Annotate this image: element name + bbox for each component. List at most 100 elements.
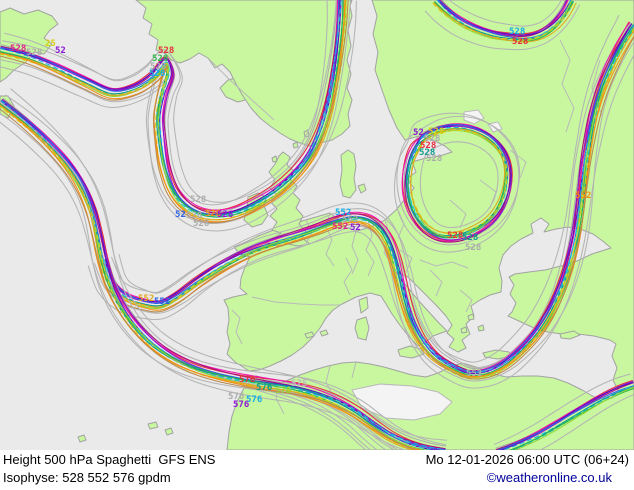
ensemble-member-contour bbox=[0, 100, 444, 450]
land-polygon bbox=[339, 149, 357, 199]
contour-label: 528 bbox=[150, 62, 166, 72]
country-border bbox=[209, 59, 275, 121]
ensemble-outlier-contour bbox=[0, 121, 407, 450]
ensemble-outlier-contour bbox=[5, 94, 447, 446]
ensemble-outlier-contour bbox=[94, 53, 634, 389]
contour-label: 528 bbox=[419, 148, 435, 158]
country-border bbox=[419, 259, 469, 269]
ensemble-outlier-contour bbox=[493, 373, 631, 445]
country-border bbox=[251, 296, 340, 306]
land-polygon bbox=[164, 427, 174, 436]
ensemble-outlier-contour bbox=[4, 0, 328, 203]
footer: Height 500 hPa Spaghetti GFS ENS Mo 12-0… bbox=[0, 450, 634, 490]
ensemble-outlier-contour bbox=[539, 393, 634, 450]
contour-label: 528 bbox=[217, 210, 233, 220]
ensemble-member-contour bbox=[0, 104, 423, 450]
contour-label: 552 bbox=[342, 215, 358, 225]
contour-label: 528 bbox=[205, 209, 221, 219]
country-border bbox=[231, 309, 243, 345]
ensemble-member-contour bbox=[500, 381, 634, 450]
contour-label: 528 bbox=[190, 195, 206, 205]
ensemble-outlier-contour bbox=[0, 0, 352, 232]
land-polygon bbox=[357, 183, 367, 194]
contour-label: 552 bbox=[466, 369, 482, 379]
land-polygon bbox=[0, 7, 59, 83]
contour-label: 576 bbox=[233, 400, 249, 410]
ensemble-member-contour bbox=[405, 128, 508, 237]
ensemble-member-contour bbox=[0, 0, 347, 221]
contour-label: 528 bbox=[186, 211, 202, 221]
land-polygon bbox=[292, 141, 299, 149]
ensemble-member-contour bbox=[496, 385, 634, 450]
ensemble-member-contour bbox=[401, 123, 512, 242]
ensemble-member-contour bbox=[100, 35, 634, 378]
land-polygon bbox=[477, 324, 485, 332]
contour-label: 528 bbox=[193, 219, 209, 229]
ensemble-member-contour bbox=[97, 35, 634, 380]
land-polygon bbox=[271, 155, 278, 163]
border-layer bbox=[209, 39, 603, 415]
country-border bbox=[459, 289, 473, 313]
land-polygon bbox=[304, 331, 315, 339]
contour-label: 576 bbox=[246, 395, 262, 405]
contour-label: 528 bbox=[10, 44, 26, 54]
land-polygon bbox=[467, 313, 475, 321]
contour-label: 576 bbox=[275, 386, 291, 396]
contour-label: 52 bbox=[175, 210, 186, 220]
spaghetti-layer bbox=[0, 0, 634, 450]
land-polygon bbox=[559, 330, 581, 340]
ensemble-member-contour bbox=[410, 128, 506, 234]
ensemble-outlier-contour bbox=[2, 0, 337, 206]
ensemble-outlier-contour bbox=[419, 141, 499, 229]
land-polygon bbox=[354, 316, 370, 341]
contour-label: 528 bbox=[462, 233, 478, 243]
map-area: 528 528 25 52 528 528 528 528 528 52 528 528 528 528 5… bbox=[0, 0, 634, 450]
ensemble-member-contour bbox=[0, 104, 424, 450]
contour-label: 528 bbox=[512, 37, 528, 47]
contour-label: 528 bbox=[158, 46, 174, 56]
contour-label: 52 bbox=[350, 223, 361, 233]
contour-label: 552 bbox=[154, 297, 170, 307]
land-polygon bbox=[319, 329, 329, 337]
contour-label: 52 bbox=[55, 46, 66, 56]
ensemble-outlier-contour bbox=[448, 0, 563, 27]
contour-label: 528 bbox=[428, 127, 444, 137]
contour-label: 528 bbox=[447, 231, 463, 241]
contour-label: 528 bbox=[149, 69, 165, 79]
ensemble-member-contour bbox=[0, 108, 419, 450]
contour-label: 528 bbox=[152, 54, 168, 64]
contour-label: 528 bbox=[465, 243, 481, 253]
contour-label: 528 bbox=[424, 134, 440, 144]
country-border bbox=[429, 269, 443, 297]
ensemble-member-contour bbox=[100, 30, 634, 378]
ensemble-member-contour bbox=[433, 2, 577, 43]
contour-label: 52 bbox=[413, 128, 424, 138]
ensemble-member-contour bbox=[513, 386, 634, 450]
contour-label: 528 bbox=[509, 27, 525, 37]
contour-label: 552 bbox=[138, 294, 154, 304]
country-border bbox=[351, 230, 359, 275]
land-polygon bbox=[397, 345, 425, 359]
ensemble-member-contour bbox=[0, 0, 340, 214]
country-border bbox=[449, 199, 467, 229]
credit-watermark: ©weatheronline.co.uk bbox=[486, 470, 612, 485]
land-polygon bbox=[135, 0, 353, 147]
contour-label: 552 bbox=[575, 191, 591, 201]
country-border bbox=[343, 257, 353, 296]
ensemble-member-contour bbox=[437, 0, 568, 36]
country-border bbox=[365, 219, 375, 277]
contour-label: 552 bbox=[332, 222, 348, 232]
ensemble-outlier-contour bbox=[424, 4, 581, 51]
contour-label: 552 bbox=[335, 208, 351, 218]
chart-title: Height 500 hPa Spaghetti GFS ENS bbox=[3, 452, 216, 467]
country-border bbox=[351, 361, 357, 379]
lake-polygon bbox=[351, 383, 453, 421]
contour-label: 528 bbox=[426, 154, 442, 164]
ensemble-member-contour bbox=[432, 1, 575, 41]
contour-label: 528 bbox=[26, 48, 42, 58]
ensemble-member-contour bbox=[104, 23, 633, 374]
contour-label: 25 bbox=[45, 39, 56, 49]
